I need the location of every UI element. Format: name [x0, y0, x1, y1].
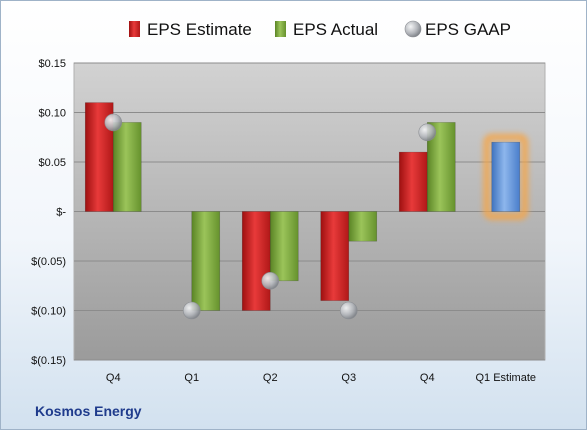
- eps-estimate-bar: [398, 151, 428, 212]
- gaap-markers: [104, 113, 437, 320]
- y-tick-label: $(0.05): [31, 256, 66, 268]
- company-name: Kosmos Energy: [35, 403, 142, 419]
- y-tick-label: $(0.15): [31, 355, 66, 367]
- x-tick-label: Q2: [263, 372, 278, 384]
- legend-label: EPS Estimate: [147, 20, 252, 39]
- legend: EPS Estimate EPS Actual EPS GAAP: [129, 20, 511, 39]
- legend-swatch: [404, 20, 422, 38]
- y-tick-label: $0.05: [38, 157, 66, 169]
- x-tick-label: Q3: [341, 372, 356, 384]
- eps-gaap-marker: [104, 113, 123, 132]
- eps-actual-bar: [112, 122, 142, 212]
- y-tick-label: $-: [56, 207, 66, 219]
- y-tick-label: $(0.10): [31, 306, 66, 318]
- x-axis: Q4 Q1 Q2 Q3 Q4 Q1 Estimate: [106, 372, 536, 384]
- eps-actual-bar: [348, 211, 378, 242]
- eps-gaap-marker: [339, 301, 358, 320]
- eps-gaap-marker: [418, 123, 437, 142]
- eps-gaap-marker: [261, 271, 280, 290]
- eps-actual-bar: [191, 211, 221, 311]
- estimate-highlight-glow: [483, 133, 529, 220]
- legend-swatch: [275, 21, 286, 37]
- x-tick-label: Q4: [420, 372, 435, 384]
- eps-actual-bar: [269, 211, 299, 282]
- eps-estimate-bar: [320, 211, 350, 301]
- x-tick-label: Q1: [184, 372, 199, 384]
- legend-label: EPS GAAP: [425, 20, 511, 39]
- y-tick-label: $0.10: [38, 108, 66, 120]
- y-tick-label: $0.15: [38, 58, 66, 70]
- gridlines: [74, 62, 545, 361]
- legend-label: EPS Actual: [293, 20, 378, 39]
- x-tick-label: Q1 Estimate: [475, 372, 536, 384]
- eps-estimate-bar: [241, 211, 271, 311]
- legend-swatch: [129, 21, 140, 37]
- y-axis: $0.15 $0.10 $0.05 $- $(0.05) $(0.10) $(0.15): [31, 58, 66, 367]
- x-tick-label: Q4: [106, 372, 121, 384]
- q1-estimate-bar: [491, 141, 521, 212]
- eps-gaap-marker: [182, 301, 201, 320]
